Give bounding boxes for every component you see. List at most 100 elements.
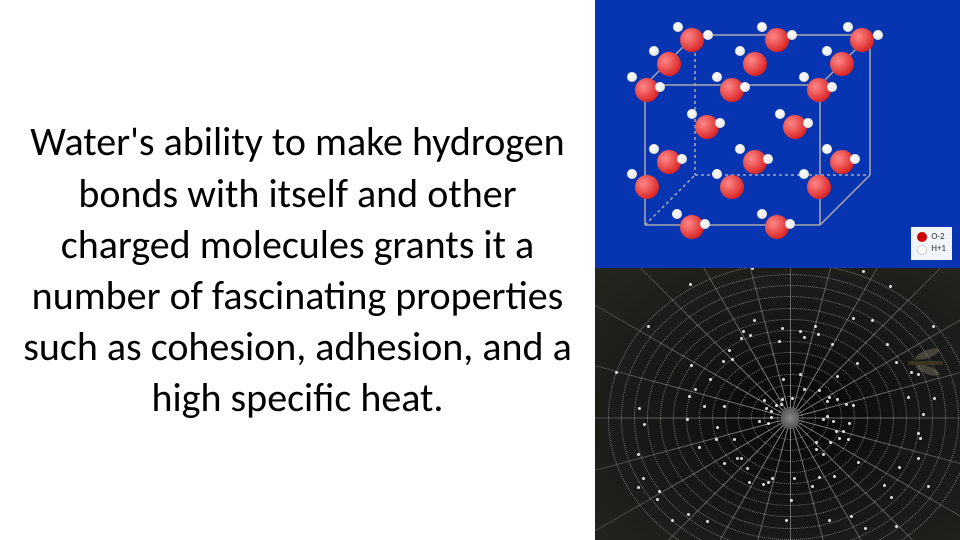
hydrogen-atom (735, 144, 745, 154)
hydrogen-atom (775, 109, 785, 119)
dew-drop (709, 378, 712, 381)
web-container (595, 268, 960, 540)
hydrogen-atom (700, 219, 710, 229)
dew-drop (767, 481, 770, 484)
oxygen-atom (680, 28, 704, 52)
hydrogen-atom (757, 22, 767, 32)
hydrogen-atom (712, 72, 722, 82)
oxygen-atom (743, 52, 767, 76)
dew-drop (615, 371, 618, 374)
hydrogen-atom (677, 154, 687, 164)
hydrogen-atom (873, 30, 883, 40)
web-ring (608, 268, 960, 540)
dew-drop (852, 317, 855, 320)
dew-drop (746, 467, 749, 470)
oxygen-legend-label: O-2 (931, 231, 944, 244)
dew-drop (815, 448, 818, 451)
hydrogen-atom (785, 219, 795, 229)
hydrogen-atom (687, 109, 697, 119)
dew-drop (832, 420, 835, 423)
dew-drop (785, 519, 788, 522)
text-panel: Water's ability to make hydrogen bonds w… (0, 0, 595, 540)
dew-drop (642, 477, 645, 480)
oxygen-dot-icon (917, 232, 927, 242)
dew-drop (835, 430, 838, 433)
dew-drop (852, 404, 855, 407)
dew-drop (791, 397, 794, 400)
dragonfly-icon (900, 348, 950, 378)
dew-drop (731, 358, 734, 361)
dew-drop (740, 457, 743, 460)
hydrogen-atom (763, 154, 773, 164)
dew-drop (638, 407, 641, 410)
main-paragraph: Water's ability to make hydrogen bonds w… (15, 116, 580, 423)
dew-drop (850, 515, 853, 518)
dew-drop (836, 398, 839, 401)
dew-drop (890, 496, 893, 499)
diagram-legend: O-2 H+1 (911, 227, 952, 260)
dew-drop (689, 283, 692, 286)
oxygen-atom (830, 52, 854, 76)
dew-drop (715, 438, 718, 441)
dew-drop (656, 498, 659, 501)
dew-drop (883, 484, 886, 487)
legend-hydrogen: H+1 (917, 243, 946, 256)
hydrogen-atom (649, 46, 659, 56)
dew-drop (736, 457, 739, 460)
dew-drop (770, 416, 773, 419)
hydrogen-atom (843, 22, 853, 32)
dew-drop (799, 330, 802, 333)
oxygen-atom (850, 28, 874, 52)
hydrogen-atom (673, 22, 683, 32)
hydrogen-dot-icon (917, 245, 927, 255)
hydrogen-atom (803, 118, 813, 128)
oxygen-atom (720, 175, 744, 199)
hydrogen-atom (627, 169, 637, 179)
oxygen-atom (635, 175, 659, 199)
dew-drop (889, 285, 892, 288)
hydrogen-atom (655, 82, 665, 92)
dew-drop (742, 330, 745, 333)
hydrogen-atom (735, 46, 745, 56)
hydrogen-atom (712, 169, 722, 179)
dew-drop (780, 403, 783, 406)
hydrogen-atom (627, 72, 637, 82)
hydrogen-atom (672, 209, 682, 219)
dew-drop (862, 270, 865, 273)
dew-drop (922, 413, 925, 416)
oxygen-atom (657, 52, 681, 76)
dew-drop (790, 499, 793, 502)
dew-drop (803, 388, 806, 391)
web-radial (595, 418, 791, 419)
dew-drop (748, 481, 751, 484)
hydrogen-atom (757, 209, 767, 219)
hydrogen-legend-label: H+1 (931, 243, 946, 256)
oxygen-atom (765, 28, 789, 52)
dew-drop (688, 395, 691, 398)
dew-drop (686, 418, 689, 421)
dew-drop (933, 397, 936, 400)
dew-drop (733, 438, 736, 441)
ice-crystal-diagram: O-2 H+1 (595, 0, 960, 268)
dew-drop (822, 453, 825, 456)
dew-drop (864, 527, 867, 530)
dew-drop (828, 396, 831, 399)
hydrogen-atom (703, 30, 713, 40)
hydrogen-atom (715, 118, 725, 128)
web-radial (790, 418, 791, 540)
dew-drop (749, 334, 752, 337)
dew-drop (803, 336, 806, 339)
dew-drop (822, 418, 825, 421)
hydrogen-atom (799, 169, 809, 179)
hydrogen-atom (740, 82, 750, 92)
hydrogen-atom (787, 30, 797, 40)
dew-drop (706, 520, 709, 523)
hydrogen-atom (822, 144, 832, 154)
dew-drop (723, 462, 726, 465)
legend-oxygen: O-2 (917, 231, 946, 244)
dew-drop (927, 485, 930, 488)
web-radial (791, 418, 960, 419)
hydrogen-atom (850, 154, 860, 164)
dew-drop (740, 337, 743, 340)
spider-icon (781, 408, 799, 428)
